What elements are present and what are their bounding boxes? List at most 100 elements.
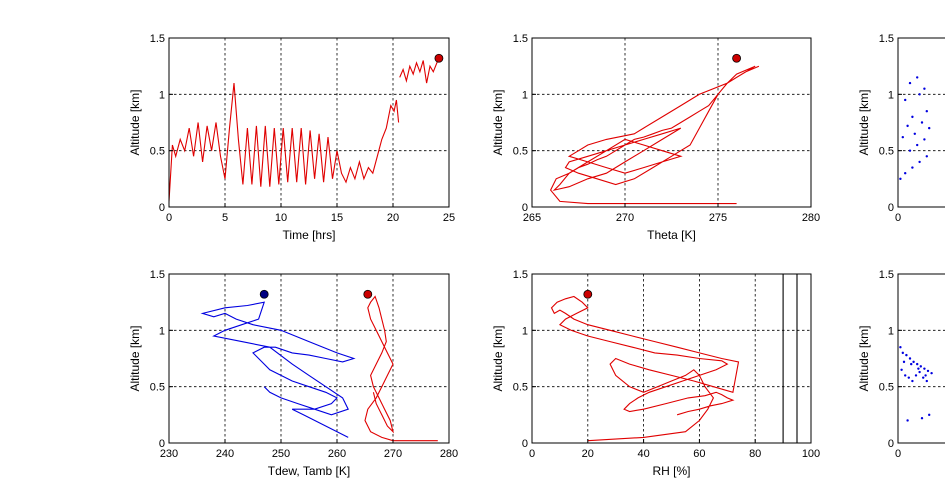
y-tick-label: 1.5 bbox=[879, 33, 894, 45]
y-tick-label: 0.5 bbox=[513, 146, 528, 158]
series-group bbox=[549, 65, 760, 205]
scatter-point bbox=[899, 177, 902, 181]
x-tick-label: 265 bbox=[523, 212, 541, 224]
x-tick-label: 280 bbox=[802, 212, 820, 224]
scatter-point bbox=[905, 353, 908, 357]
series-line-1 bbox=[549, 65, 760, 205]
scatter-point bbox=[904, 98, 907, 102]
x-tick-label: 0 bbox=[166, 212, 172, 224]
x-tick-label: 270 bbox=[384, 448, 402, 460]
series-group bbox=[550, 274, 798, 443]
y-tick-label: 0.5 bbox=[150, 382, 165, 394]
y-axis-label: Altitude [km] bbox=[491, 89, 505, 155]
scatter-point bbox=[901, 135, 904, 139]
y-tick-label: 1 bbox=[522, 89, 528, 101]
y-tick-label: 1.5 bbox=[513, 269, 528, 281]
series-group bbox=[200, 295, 438, 442]
scatter-point bbox=[920, 121, 924, 124]
y-axis-label: Altitude [km] bbox=[491, 325, 505, 391]
y-tick-label: 0.5 bbox=[150, 146, 165, 158]
x-axis-label: Time [hrs] bbox=[283, 228, 336, 242]
x-tick-label: 250 bbox=[272, 448, 290, 460]
x-tick-label: 15 bbox=[331, 212, 343, 224]
x-tick-label: 5 bbox=[222, 212, 228, 224]
y-axis-label: Altitude [km] bbox=[128, 89, 142, 155]
subplot-4: 230 240 250 260 270 280 0 0.5 1 1.5 Tdew, Tamb [K]… bbox=[128, 269, 458, 478]
series-line-1 bbox=[169, 83, 400, 202]
y-tick-label: 0.5 bbox=[513, 382, 528, 394]
x-tick-label: 20 bbox=[387, 212, 399, 224]
series-group bbox=[899, 346, 933, 422]
x-axis-label: Tdew, Tamb [K] bbox=[268, 464, 350, 478]
endpoint-marker bbox=[259, 289, 269, 299]
scatter-point bbox=[924, 374, 927, 377]
y-tick-label: 0.5 bbox=[879, 146, 894, 158]
y-tick-label: 1.5 bbox=[879, 269, 894, 281]
axes-frame bbox=[168, 273, 450, 444]
scatter-point bbox=[918, 160, 921, 164]
x-tick-label: 260 bbox=[328, 448, 346, 460]
x-tick-label: 240 bbox=[216, 448, 234, 460]
scatter-point bbox=[916, 362, 919, 366]
y-tick-label: 0 bbox=[888, 438, 894, 450]
scatter-point bbox=[911, 115, 914, 119]
scatter-point bbox=[923, 367, 926, 370]
endpoint-marker bbox=[732, 53, 741, 63]
scatter-point bbox=[899, 346, 902, 349]
y-tick-label: 1 bbox=[522, 325, 528, 337]
series-line-1 bbox=[200, 301, 356, 438]
scatter-point bbox=[900, 368, 903, 371]
scatter-point bbox=[928, 126, 931, 130]
x-tick-label: 280 bbox=[440, 448, 458, 460]
scatter-point bbox=[911, 379, 914, 383]
scatter-point bbox=[925, 379, 928, 383]
x-axis-label: RH [%] bbox=[652, 464, 690, 478]
y-tick-label: 0 bbox=[888, 202, 894, 214]
scatter-point bbox=[920, 417, 924, 420]
x-tick-label: 25 bbox=[443, 212, 455, 224]
y-tick-label: 0 bbox=[522, 438, 528, 450]
scatter-point bbox=[908, 149, 912, 152]
x-tick-label: 20 bbox=[582, 448, 594, 460]
subplot-2: 265 270 275 280 0 0.5 1 1.5 Theta [K] Altitude [k… bbox=[491, 33, 820, 242]
endpoint-marker bbox=[583, 289, 593, 299]
y-axis-label: Altitude [km] bbox=[857, 325, 871, 391]
y-tick-label: 1 bbox=[888, 89, 894, 101]
scatter-point bbox=[908, 81, 912, 85]
scatter-point bbox=[913, 132, 916, 135]
scatter-point bbox=[918, 93, 921, 96]
scatter-point bbox=[925, 110, 928, 113]
x-tick-label: 0 bbox=[895, 448, 901, 460]
x-tick-label: 230 bbox=[160, 448, 178, 460]
scatter-point bbox=[928, 413, 931, 417]
series-line-2 bbox=[364, 295, 438, 442]
scatter-point bbox=[923, 138, 926, 141]
scatter-point bbox=[907, 376, 910, 379]
y-tick-label: 1 bbox=[888, 325, 894, 337]
scatter-point bbox=[906, 124, 909, 128]
y-tick-label: 0 bbox=[522, 202, 528, 214]
y-tick-label: 0 bbox=[159, 438, 165, 450]
y-axis-label: Altitude [km] bbox=[857, 89, 871, 155]
y-tick-label: 1 bbox=[159, 325, 165, 337]
y-tick-label: 1.5 bbox=[513, 33, 528, 45]
series-line-1 bbox=[550, 295, 740, 442]
y-tick-label: 1.5 bbox=[150, 33, 165, 45]
axes-frame bbox=[897, 273, 945, 444]
x-axis-label: Theta [K] bbox=[647, 228, 696, 242]
x-tick-label: 80 bbox=[749, 448, 761, 460]
y-tick-label: 0 bbox=[159, 202, 165, 214]
series-group bbox=[899, 76, 931, 181]
scatter-point bbox=[904, 374, 907, 377]
x-tick-label: 275 bbox=[709, 212, 727, 224]
scatter-point bbox=[916, 76, 919, 79]
scatter-point bbox=[916, 143, 919, 147]
x-tick-label: 0 bbox=[895, 212, 901, 224]
scatter-point bbox=[923, 87, 926, 90]
axes-frame bbox=[897, 37, 945, 208]
y-tick-label: 1.5 bbox=[150, 269, 165, 281]
x-tick-label: 60 bbox=[693, 448, 705, 460]
y-tick-label: 1 bbox=[159, 89, 165, 101]
axes-frame bbox=[531, 37, 812, 208]
